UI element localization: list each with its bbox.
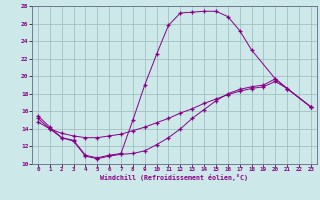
X-axis label: Windchill (Refroidissement éolien,°C): Windchill (Refroidissement éolien,°C) xyxy=(100,174,248,181)
